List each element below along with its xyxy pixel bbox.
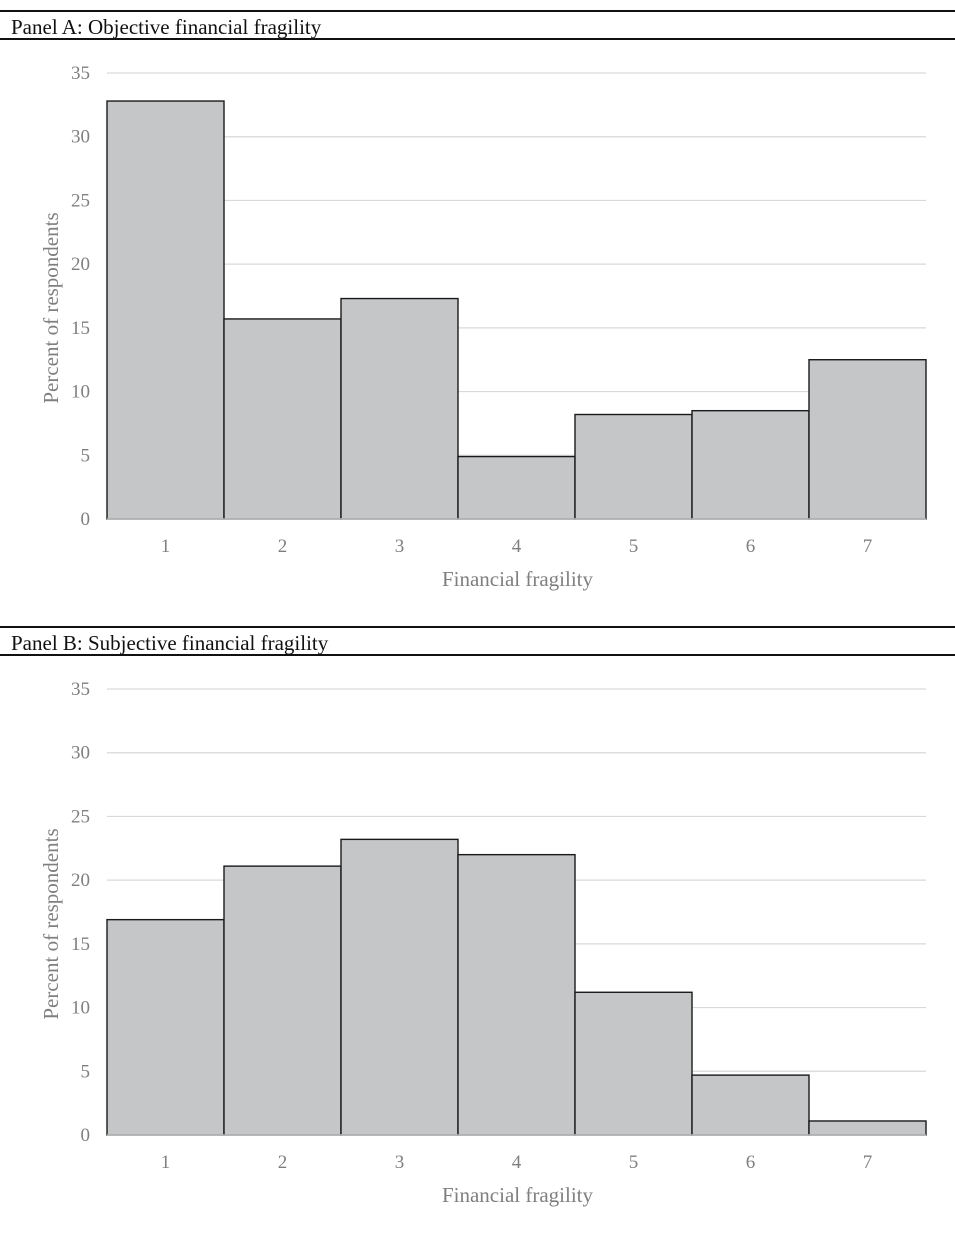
panel-b-title: Panel B: Subjective financial fragility xyxy=(11,631,329,655)
panel-b-ytick-label: 15 xyxy=(71,934,90,955)
panel-b-xtick-label: 5 xyxy=(629,1152,639,1173)
panel-a-xtick-label: 2 xyxy=(278,536,288,557)
panel-a-title: Panel A: Objective financial fragility xyxy=(11,15,322,39)
panel-b: Panel B: Subjective financial fragility … xyxy=(0,626,955,1207)
panel-b-y-axis-label: Percent of respondents xyxy=(39,828,63,1019)
panel-a-xtick-label: 6 xyxy=(746,536,756,557)
panel-b-xtick-label: 1 xyxy=(161,1152,171,1173)
panel-a-bar-7 xyxy=(808,359,927,520)
panel-a-bar-2 xyxy=(223,318,342,520)
panel-b-chart: 0 5 10 15 20 25 30 35 1 2 3 4 5 6 7 Financial fragility… xyxy=(39,679,927,1207)
panel-b-ytick-label: 20 xyxy=(71,870,90,891)
panel-a-ytick-label: 35 xyxy=(71,63,90,84)
panel-a-bar-1 xyxy=(106,100,225,520)
panel-b-header: Panel B: Subjective financial fragility xyxy=(0,626,955,656)
panel-b-bar-5 xyxy=(574,991,693,1136)
panel-a-ytick-label: 30 xyxy=(71,127,90,148)
panel-a-xtick-label: 1 xyxy=(161,536,171,557)
panel-b-ytick-label: 25 xyxy=(71,806,90,827)
panel-a-xtick-label: 5 xyxy=(629,536,639,557)
panel-b-bar-3 xyxy=(340,838,459,1136)
panel-a-bar-3 xyxy=(340,297,459,520)
panel-a-ytick-label: 15 xyxy=(71,318,90,339)
panel-b-ytick-label: 0 xyxy=(81,1125,91,1146)
panel-b-xtick-label: 2 xyxy=(278,1152,288,1173)
panel-a: Panel A: Objective financial fragility 0… xyxy=(0,10,955,591)
panel-b-ytick-label: 35 xyxy=(71,679,90,700)
panel-b-bar-4 xyxy=(457,853,576,1136)
panel-b-bar-6 xyxy=(691,1074,810,1136)
panel-b-xtick-label: 7 xyxy=(863,1152,873,1173)
panel-b-bar-7 xyxy=(808,1120,927,1136)
panel-a-xtick-label: 3 xyxy=(395,536,405,557)
panel-a-ytick-label: 5 xyxy=(81,445,91,466)
panel-a-ytick-label: 10 xyxy=(71,382,90,403)
panel-b-xtick-label: 4 xyxy=(512,1152,522,1173)
panel-b-ytick-label: 5 xyxy=(81,1061,91,1082)
panel-a-chart: 0 5 10 15 20 25 30 35 1 2 3 4 5 6 7 Financial fragility… xyxy=(39,63,927,591)
panel-a-xtick-label: 7 xyxy=(863,536,873,557)
panel-a-xtick-label: 4 xyxy=(512,536,522,557)
panel-b-ytick-label: 30 xyxy=(71,743,90,764)
panel-a-ytick-label: 25 xyxy=(71,190,90,211)
panel-a-bar-5 xyxy=(574,413,693,520)
panel-a-bar-4 xyxy=(457,455,576,520)
panel-a-y-axis-label: Percent of respondents xyxy=(39,212,63,403)
panel-b-bar-2 xyxy=(223,865,342,1136)
panel-b-bar-1 xyxy=(106,918,225,1136)
panel-a-bar-6 xyxy=(691,409,810,520)
panel-b-xtick-label: 3 xyxy=(395,1152,405,1173)
panel-b-ytick-label: 10 xyxy=(71,998,90,1019)
panel-a-ytick-label: 0 xyxy=(81,509,91,530)
panel-b-xtick-label: 6 xyxy=(746,1152,756,1173)
panel-a-x-axis-label: Financial fragility xyxy=(442,567,594,591)
panel-a-header: Panel A: Objective financial fragility xyxy=(0,10,955,40)
panel-b-x-axis-label: Financial fragility xyxy=(442,1183,594,1207)
panel-a-ytick-label: 20 xyxy=(71,254,90,275)
